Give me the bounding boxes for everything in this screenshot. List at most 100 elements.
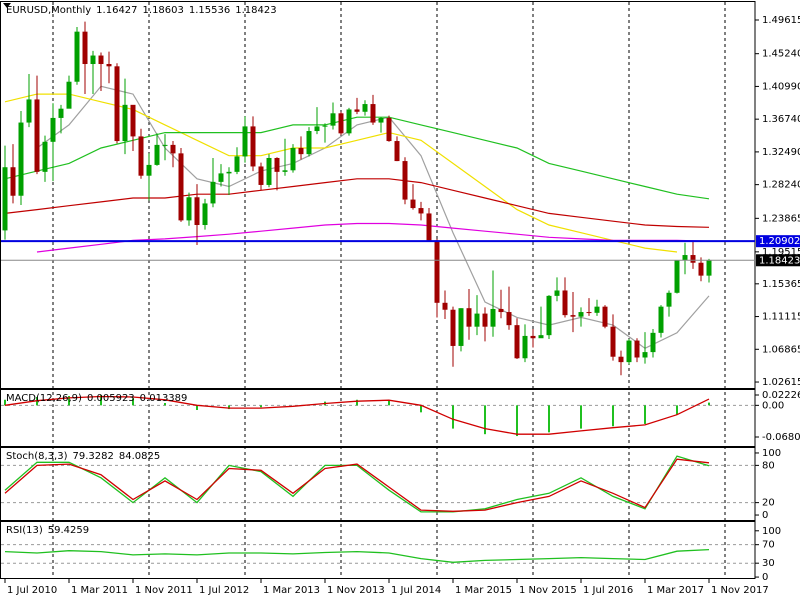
y-tick-label: 1.28240 — [762, 180, 800, 191]
y-tick-label: 1.32490 — [762, 147, 800, 158]
pane-header: RSI(13) 59.4259 — [6, 525, 89, 536]
indicator-line — [4, 458, 710, 512]
indicator-line — [4, 455, 710, 513]
candle-body — [674, 260, 680, 293]
candle-body — [194, 197, 200, 226]
candle-body — [618, 356, 624, 363]
candle-body — [386, 117, 392, 142]
header-value: 1.18423 — [235, 5, 276, 16]
candle-body — [338, 113, 344, 134]
x-tick-label: 1 Jul 2012 — [199, 585, 249, 596]
y-tick-label: 1.02615 — [762, 377, 800, 388]
candle-body — [34, 99, 40, 172]
y-tick-label: 20 — [762, 498, 775, 509]
price-label-box — [756, 235, 800, 248]
candle-body — [610, 326, 616, 357]
candle-body — [202, 203, 208, 226]
candle-body — [514, 325, 520, 359]
x-tick-label: 1 Mar 2011 — [71, 585, 128, 596]
candle-body — [626, 340, 632, 363]
pane-header: MACD(12,26,9) 0.005923 0.013389 — [6, 393, 187, 404]
candle-body — [658, 306, 664, 333]
moving-average — [4, 116, 710, 200]
candle-body — [226, 171, 232, 174]
y-tick-label: 0.022267 — [762, 390, 800, 401]
candle-body — [58, 108, 64, 118]
y-tick-label: 1.36740 — [762, 114, 800, 125]
x-tick-label: 1 Mar 2017 — [647, 585, 704, 596]
y-tick-label: 0 — [762, 572, 768, 583]
x-tick-label: 1 Nov 2013 — [327, 585, 385, 596]
pane-header: EURUSD,Monthly 1.16427 1.18603 1.15536 1.184… — [6, 5, 277, 16]
candle-body — [2, 167, 8, 231]
candle-body — [378, 117, 384, 123]
y-tick-label: 1.40990 — [762, 81, 800, 92]
candle-body — [402, 161, 408, 200]
y-tick-label: 0 — [762, 510, 768, 521]
y-tick-label: 100 — [762, 448, 781, 459]
y-tick-label: 1.45240 — [762, 49, 800, 60]
candle-body — [330, 113, 336, 126]
y-tick-label: 1.06865 — [762, 344, 800, 355]
header-value: 0.013389 — [140, 393, 188, 404]
candle-body — [306, 131, 312, 155]
x-tick-label: 1 Jul 2016 — [583, 585, 633, 596]
y-tick-label: 1.11115 — [762, 312, 800, 323]
indicator-line — [4, 548, 710, 563]
y-tick-label: 1.49615 — [762, 15, 800, 26]
candle-body — [642, 352, 648, 358]
candle-body — [322, 125, 328, 127]
header-value: 0.005923 — [87, 393, 135, 404]
candle-body — [18, 122, 24, 196]
moving-average — [4, 178, 710, 228]
candle-body — [690, 255, 696, 263]
price-label: 1.18423 — [759, 255, 800, 266]
candle-body — [282, 170, 288, 172]
x-tick-label: 1 Jul 2014 — [391, 585, 441, 596]
candle-body — [538, 335, 544, 339]
candle-body — [354, 109, 360, 112]
candle-body — [474, 313, 480, 327]
pane-header: Stoch(8,3,3) 79.3282 84.0825 — [6, 451, 160, 462]
candle-body — [234, 156, 240, 172]
candle-body — [114, 66, 120, 142]
candle-body — [130, 104, 136, 137]
header-value: 59.4259 — [48, 525, 89, 536]
candle-body — [506, 312, 512, 326]
price-label-box — [756, 254, 800, 267]
candle-body — [410, 199, 416, 209]
candle-body — [42, 141, 48, 172]
header-value: 84.0825 — [119, 451, 160, 462]
candle-body — [426, 213, 432, 241]
pane-frame — [0, 447, 756, 521]
x-tick-label: 1 Nov 2017 — [711, 585, 769, 596]
moving-average — [36, 222, 710, 253]
candle-body — [482, 313, 488, 327]
candle-body — [122, 104, 128, 142]
header-value: 1.15536 — [189, 5, 230, 16]
y-tick-label: -0.068036 — [762, 432, 800, 443]
candle-body — [26, 99, 32, 123]
y-tick-label: 1.23865 — [762, 213, 800, 224]
candle-body — [634, 340, 640, 358]
candle-body — [74, 31, 80, 82]
candle-body — [466, 308, 472, 327]
y-tick-label: 80 — [762, 460, 775, 471]
candle-body — [290, 147, 296, 171]
y-tick-label: 30 — [762, 558, 775, 569]
candle-body — [370, 104, 376, 123]
indicator-line — [4, 395, 710, 435]
candle-body — [266, 157, 272, 185]
candle-body — [594, 306, 600, 313]
x-tick-label: 1 Mar 2013 — [263, 585, 320, 596]
candle-body — [178, 153, 184, 221]
candle-body — [418, 208, 424, 214]
menu-arrow[interactable] — [3, 3, 11, 8]
candle-body — [154, 144, 160, 165]
candle-body — [50, 117, 56, 142]
x-tick-label: 1 Nov 2011 — [135, 585, 193, 596]
x-tick-label: 1 Mar 2015 — [455, 585, 512, 596]
candle-body — [554, 290, 560, 296]
header-value: RSI(13) — [6, 525, 43, 536]
candle-body — [258, 166, 264, 185]
